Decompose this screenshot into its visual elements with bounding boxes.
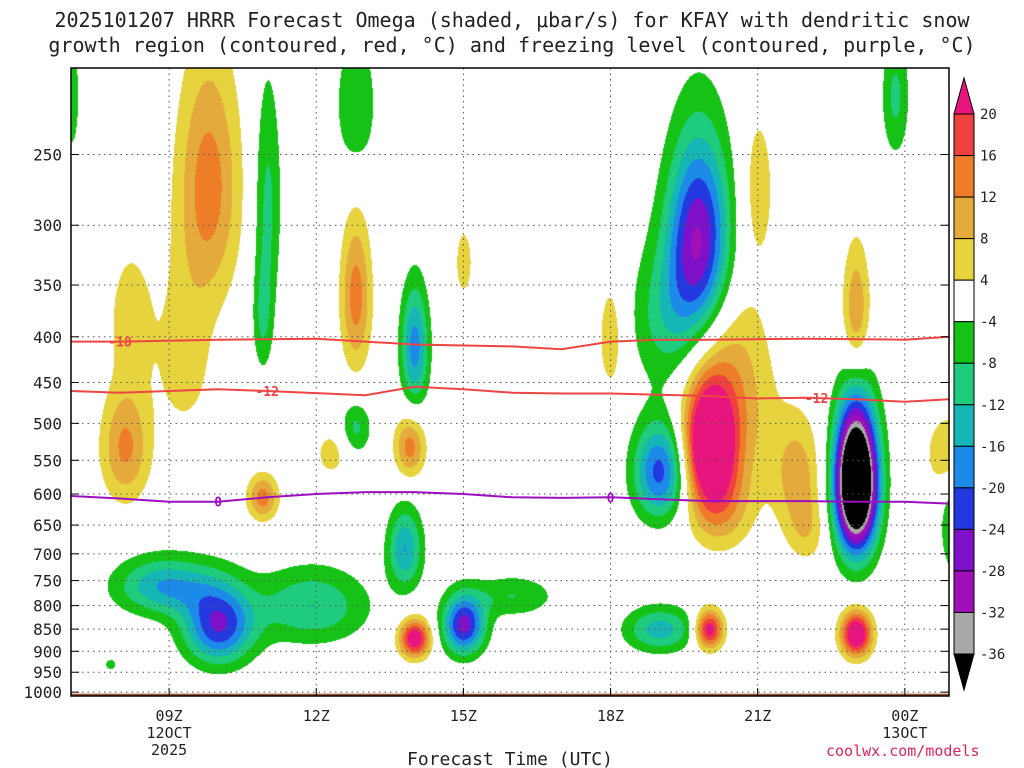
x-tick-date-09Z: 12OCT	[147, 724, 192, 742]
colorbar-label-0: 20	[980, 107, 997, 123]
x-tick-label-12Z: 12Z	[303, 707, 330, 725]
x-tick-label-21Z: 21Z	[744, 707, 771, 725]
chart-title-line-2: growth region (contoured, red, °C) and f…	[48, 33, 976, 57]
colorbar-bin-11	[953, 528, 975, 572]
y-tick-label-600: 600	[33, 485, 62, 504]
colorbar-label-9: -20	[980, 481, 1005, 497]
x-tick-year-09Z: 2025	[151, 741, 187, 759]
omega-shading	[71, 68, 949, 696]
y-tick-label-1000: 1000	[23, 683, 62, 702]
y-tick-label-300: 300	[33, 216, 62, 235]
x-tick-label-18Z: 18Z	[597, 707, 624, 725]
y-tick-label-550: 550	[33, 451, 62, 470]
y-tick-label-800: 800	[33, 597, 62, 616]
x-tick-label-09Z: 09Z	[156, 707, 183, 725]
y-tick-label-950: 950	[33, 663, 62, 682]
y-tick-label-650: 650	[33, 516, 62, 535]
colorbar-label-4: 4	[980, 273, 988, 289]
x-axis-label: Forecast Time (UTC)	[407, 749, 613, 768]
colorbar-bin-7	[953, 362, 975, 406]
y-tick-label-900: 900	[33, 642, 62, 661]
colorbar-bin-6	[953, 321, 975, 364]
colorbar-bin-12	[953, 570, 975, 613]
colorbar-bin-4	[953, 238, 975, 281]
colorbar-label-2: 12	[980, 190, 997, 206]
y-tick-label-450: 450	[33, 373, 62, 392]
x-tick-label-00Z: 00Z	[891, 707, 918, 725]
colorbar: 20 16 12 8 4 -4 -8 -12 -16 -20 -24 -28 -32 -36	[953, 76, 1005, 692]
colorbar-label-8: -16	[980, 439, 1005, 455]
colorbar-arrow-top	[953, 76, 975, 115]
credit-text: coolwx.com/models	[826, 742, 980, 760]
y-tick-label-500: 500	[33, 414, 62, 433]
colorbar-label-5: -4	[980, 315, 997, 331]
ground-band	[71, 693, 949, 696]
y-tick-label-750: 750	[33, 572, 62, 591]
chart-title-line-1: 2025101207 HRRR Forecast Omega (shaded, …	[54, 8, 970, 32]
freezing-level-label-1: 0	[607, 491, 615, 506]
y-tick-label-400: 400	[33, 328, 62, 347]
colorbar-label-12: -32	[980, 605, 1005, 621]
dgz-contour-label-0: -18	[108, 336, 132, 351]
dgz-contour-label-1b: -12	[805, 392, 828, 407]
colorbar-label-11: -28	[980, 564, 1005, 580]
colorbar-bin-2	[953, 155, 975, 198]
x-tick-label-15Z: 15Z	[450, 707, 477, 725]
y-tick-label-850: 850	[33, 620, 62, 639]
colorbar-arrow-bottom	[953, 653, 975, 692]
colorbar-bin-13	[953, 611, 975, 655]
colorbar-bin-5	[953, 279, 975, 323]
colorbar-label-7: -12	[980, 398, 1005, 414]
freezing-level-contour	[71, 491, 949, 505]
y-tick-label-350: 350	[33, 276, 62, 295]
freezing-level-label-0: 0	[214, 496, 222, 511]
y-tick-label-250: 250	[33, 146, 62, 165]
colorbar-label-6: -8	[980, 356, 997, 372]
colorbar-bin-3	[953, 196, 975, 240]
colorbar-label-13: -36	[980, 647, 1005, 663]
dgz-contour--18	[71, 335, 949, 351]
y-tick-label-700: 700	[33, 545, 62, 564]
ground-layer	[71, 693, 949, 696]
colorbar-bin-8	[953, 404, 975, 447]
colorbar-label-3: 8	[980, 232, 988, 248]
colorbar-label-10: -24	[980, 522, 1005, 538]
y-axis: 250 300 350 400 450 500 550 600 650 700 750 800 850 9…	[23, 146, 949, 702]
gridlines	[71, 68, 949, 696]
dgz-contour--12	[71, 385, 949, 403]
colorbar-bin-9	[953, 445, 975, 489]
colorbar-label-1: 16	[980, 149, 997, 165]
colorbar-bin-1	[953, 113, 975, 157]
x-tick-date-00Z: 13OCT	[882, 724, 927, 742]
contour-layer: -18 -12 -12 0 0	[71, 336, 949, 511]
dgz-contour-label-1: -12	[255, 385, 278, 400]
colorbar-bin-10	[953, 487, 975, 530]
